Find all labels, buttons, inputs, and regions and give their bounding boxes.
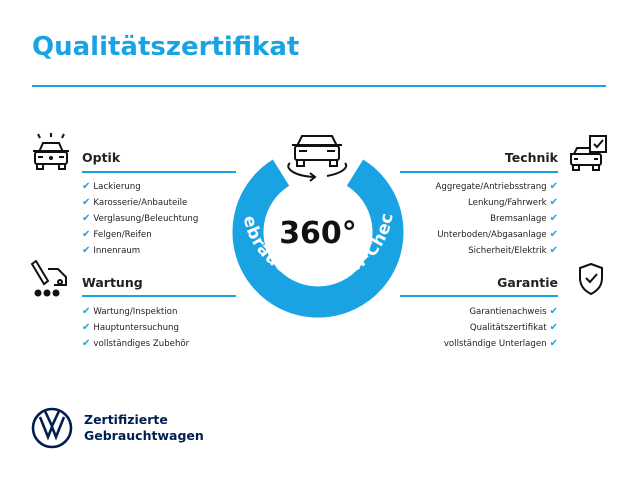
page-title: Qualitätszertifikat xyxy=(32,32,300,62)
list-item: ✔ Karosserie/Anbauteile xyxy=(82,197,188,208)
section-divider xyxy=(82,295,236,297)
check-icon: ✔ xyxy=(82,181,91,192)
section-divider xyxy=(400,295,558,297)
list-item: Sicherheit/Elektrik ✔ xyxy=(468,245,558,256)
garantie-list: Garantienachweis ✔ Qualitätszertifikat ✔ v… xyxy=(444,304,558,352)
list-item: ✔ Hauptuntersuchung xyxy=(82,322,179,333)
optik-list: ✔ Lackierung ✔ Karosserie/Anbauteile ✔ Verg… xyxy=(82,179,198,259)
section-title-wartung: Wartung xyxy=(82,275,143,290)
title-divider xyxy=(32,85,606,87)
list-item: ✔ Verglasung/Beleuchtung xyxy=(82,213,199,224)
section-title-optik: Optik xyxy=(82,150,121,165)
check-icon: ✔ xyxy=(549,338,558,349)
footer-brand-text: Zertifizierte Gebrauchtwagen xyxy=(84,412,204,443)
section-divider xyxy=(82,171,236,173)
service-tools-icon xyxy=(30,260,67,297)
section-divider xyxy=(400,171,558,173)
list-item: Qualitätszertifikat ✔ xyxy=(469,322,558,333)
list-item: Aggregate/Antriebsstrang ✔ xyxy=(435,181,558,192)
check-icon: ✔ xyxy=(549,306,558,317)
check-icon: ✔ xyxy=(82,245,91,256)
list-item: Unterboden/Abgasanlage ✔ xyxy=(437,229,558,240)
list-item: ✔ Innenraum xyxy=(82,245,141,256)
check-icon: ✔ xyxy=(549,213,558,224)
section-title-technik: Technik xyxy=(504,150,558,165)
check-icon: ✔ xyxy=(549,229,558,240)
list-item: ✔ vollständiges Zubehör xyxy=(82,338,190,349)
technik-list: Aggregate/Antriebsstrang ✔ Lenkung/Fahrwe… xyxy=(436,179,558,259)
shield-check-icon xyxy=(579,262,603,296)
vw-logo xyxy=(31,407,73,449)
check-icon: ✔ xyxy=(82,338,91,349)
check-icon: ✔ xyxy=(82,197,91,208)
check-icon: ✔ xyxy=(549,245,558,256)
check-icon: ✔ xyxy=(549,322,558,333)
wartung-list: ✔ Wartung/Inspektion ✔ Hauptuntersuchung ✔… xyxy=(82,304,189,352)
list-item: vollständige Unterlagen ✔ xyxy=(443,338,558,349)
list-item: Bremsanlage ✔ xyxy=(490,213,558,224)
list-item: Lenkung/Fahrwerk ✔ xyxy=(468,197,558,208)
list-item: Garantienachweis ✔ xyxy=(469,306,558,317)
check-icon: ✔ xyxy=(82,229,91,240)
list-item: ✔ Wartung/Inspektion xyxy=(82,306,178,317)
list-item: ✔ Felgen/Reifen xyxy=(82,229,152,240)
check-icon: ✔ xyxy=(549,197,558,208)
check-icon: ✔ xyxy=(82,213,91,224)
value-360: 360° xyxy=(279,216,357,251)
car-checklist-icon xyxy=(570,135,607,171)
check-icon: ✔ xyxy=(82,306,91,317)
check-icon: ✔ xyxy=(549,181,558,192)
check-icon: ✔ xyxy=(82,322,91,333)
car-lights-icon xyxy=(33,133,69,170)
section-title-garantie: Garantie xyxy=(497,275,558,290)
ring xyxy=(232,159,404,318)
list-item: ✔ Lackierung xyxy=(82,181,141,192)
car-rotate-icon xyxy=(287,135,348,182)
